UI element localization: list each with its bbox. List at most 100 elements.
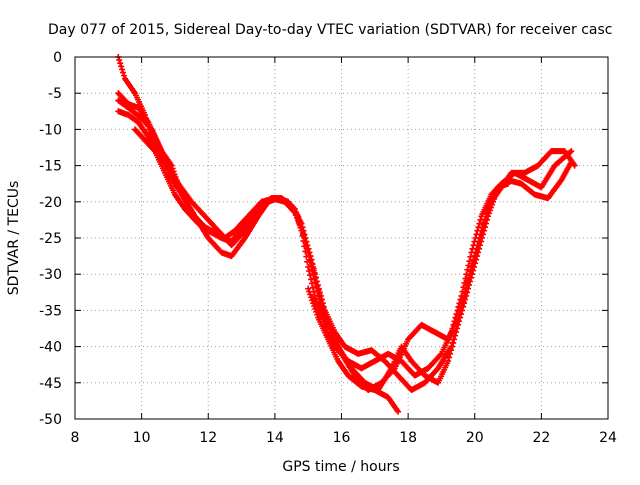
data-point bbox=[482, 224, 489, 231]
data-point bbox=[458, 311, 465, 318]
data-point bbox=[468, 274, 475, 281]
data-point bbox=[323, 316, 330, 323]
data-point bbox=[321, 310, 328, 317]
data-point bbox=[467, 278, 474, 285]
y-axis-label: SDTVAR / TECUs bbox=[6, 181, 22, 296]
data-point bbox=[479, 235, 486, 241]
data-point bbox=[298, 224, 305, 231]
data-point bbox=[472, 260, 479, 267]
data-point bbox=[445, 358, 452, 365]
x-tick-label: 18 bbox=[399, 430, 417, 446]
data-point bbox=[297, 220, 304, 227]
data-point bbox=[309, 297, 316, 304]
y-tick-label: -40 bbox=[39, 340, 62, 356]
data-point bbox=[307, 291, 314, 298]
data-point bbox=[457, 314, 464, 321]
data-point bbox=[465, 285, 472, 292]
data-point bbox=[121, 72, 128, 79]
data-point bbox=[483, 220, 490, 227]
data-point bbox=[322, 313, 329, 320]
data-point bbox=[314, 311, 321, 318]
x-axis-label: GPS time / hours bbox=[282, 459, 399, 475]
y-tick-label: -30 bbox=[39, 267, 62, 283]
data-point bbox=[491, 195, 498, 202]
data-point bbox=[452, 332, 459, 339]
x-tick-label: 8 bbox=[71, 430, 80, 446]
data-point bbox=[118, 63, 125, 70]
data-point bbox=[157, 154, 164, 161]
data-point bbox=[487, 207, 494, 214]
y-tick-label: -15 bbox=[39, 159, 62, 175]
series-track-5 bbox=[305, 285, 402, 415]
x-tick-label: 24 bbox=[599, 430, 617, 446]
data-point bbox=[120, 69, 127, 76]
x-tick-label: 14 bbox=[266, 430, 284, 446]
y-tick-label: -10 bbox=[39, 122, 62, 138]
data-point bbox=[315, 292, 322, 299]
y-tick-label: -45 bbox=[39, 376, 62, 392]
data-point bbox=[119, 66, 126, 73]
data-point bbox=[447, 350, 454, 357]
data-point bbox=[312, 305, 319, 312]
chart-title: Day 077 of 2015, Sidereal Day-to-day VTE… bbox=[48, 22, 612, 38]
data-point bbox=[455, 321, 462, 328]
data-point bbox=[310, 300, 317, 307]
x-tick-label: 12 bbox=[199, 430, 217, 446]
data-point bbox=[302, 238, 309, 245]
data-point bbox=[485, 213, 492, 220]
data-point bbox=[437, 351, 444, 358]
data-point bbox=[469, 271, 476, 278]
data-point bbox=[476, 245, 483, 252]
data-point bbox=[296, 216, 303, 223]
data-point bbox=[116, 57, 123, 64]
data-point bbox=[568, 148, 575, 155]
data-point bbox=[299, 227, 306, 234]
data-point bbox=[319, 304, 326, 311]
data-point bbox=[316, 295, 323, 302]
data-point bbox=[295, 213, 302, 220]
data-point bbox=[147, 125, 154, 132]
data-point bbox=[304, 245, 311, 252]
data-point bbox=[446, 354, 453, 361]
data-point bbox=[308, 276, 315, 283]
data-points bbox=[115, 54, 578, 415]
data-point bbox=[459, 307, 466, 314]
data-point bbox=[308, 294, 315, 301]
data-point bbox=[475, 249, 482, 256]
y-tick-label: -5 bbox=[48, 86, 62, 102]
data-point bbox=[460, 303, 467, 310]
data-point bbox=[307, 258, 314, 265]
data-point bbox=[484, 216, 491, 223]
data-point bbox=[488, 204, 495, 211]
data-point bbox=[477, 242, 484, 249]
data-point bbox=[450, 339, 457, 346]
data-point bbox=[489, 201, 496, 208]
data-point bbox=[300, 231, 307, 238]
data-point bbox=[466, 282, 473, 289]
data-point bbox=[481, 227, 488, 234]
data-point bbox=[308, 262, 315, 269]
x-tick-label: 20 bbox=[466, 430, 484, 446]
data-point bbox=[117, 60, 124, 67]
data-point bbox=[461, 300, 468, 307]
y-tick-label: -35 bbox=[39, 303, 62, 319]
data-point bbox=[490, 198, 497, 205]
data-point bbox=[505, 180, 512, 187]
x-tick-label: 10 bbox=[133, 430, 151, 446]
data-point bbox=[494, 187, 501, 194]
data-point bbox=[462, 296, 469, 303]
data-point bbox=[158, 155, 165, 162]
data-point bbox=[471, 263, 478, 270]
data-point bbox=[303, 242, 310, 249]
data-point bbox=[470, 267, 477, 274]
data-point bbox=[480, 231, 487, 238]
data-point bbox=[478, 238, 485, 245]
data-point bbox=[306, 288, 313, 295]
data-point bbox=[312, 279, 319, 286]
data-point bbox=[474, 253, 481, 260]
data-point bbox=[310, 271, 317, 278]
data-point bbox=[571, 162, 578, 169]
data-point bbox=[311, 275, 318, 282]
x-tick-label: 16 bbox=[333, 430, 351, 446]
data-point bbox=[313, 284, 320, 291]
